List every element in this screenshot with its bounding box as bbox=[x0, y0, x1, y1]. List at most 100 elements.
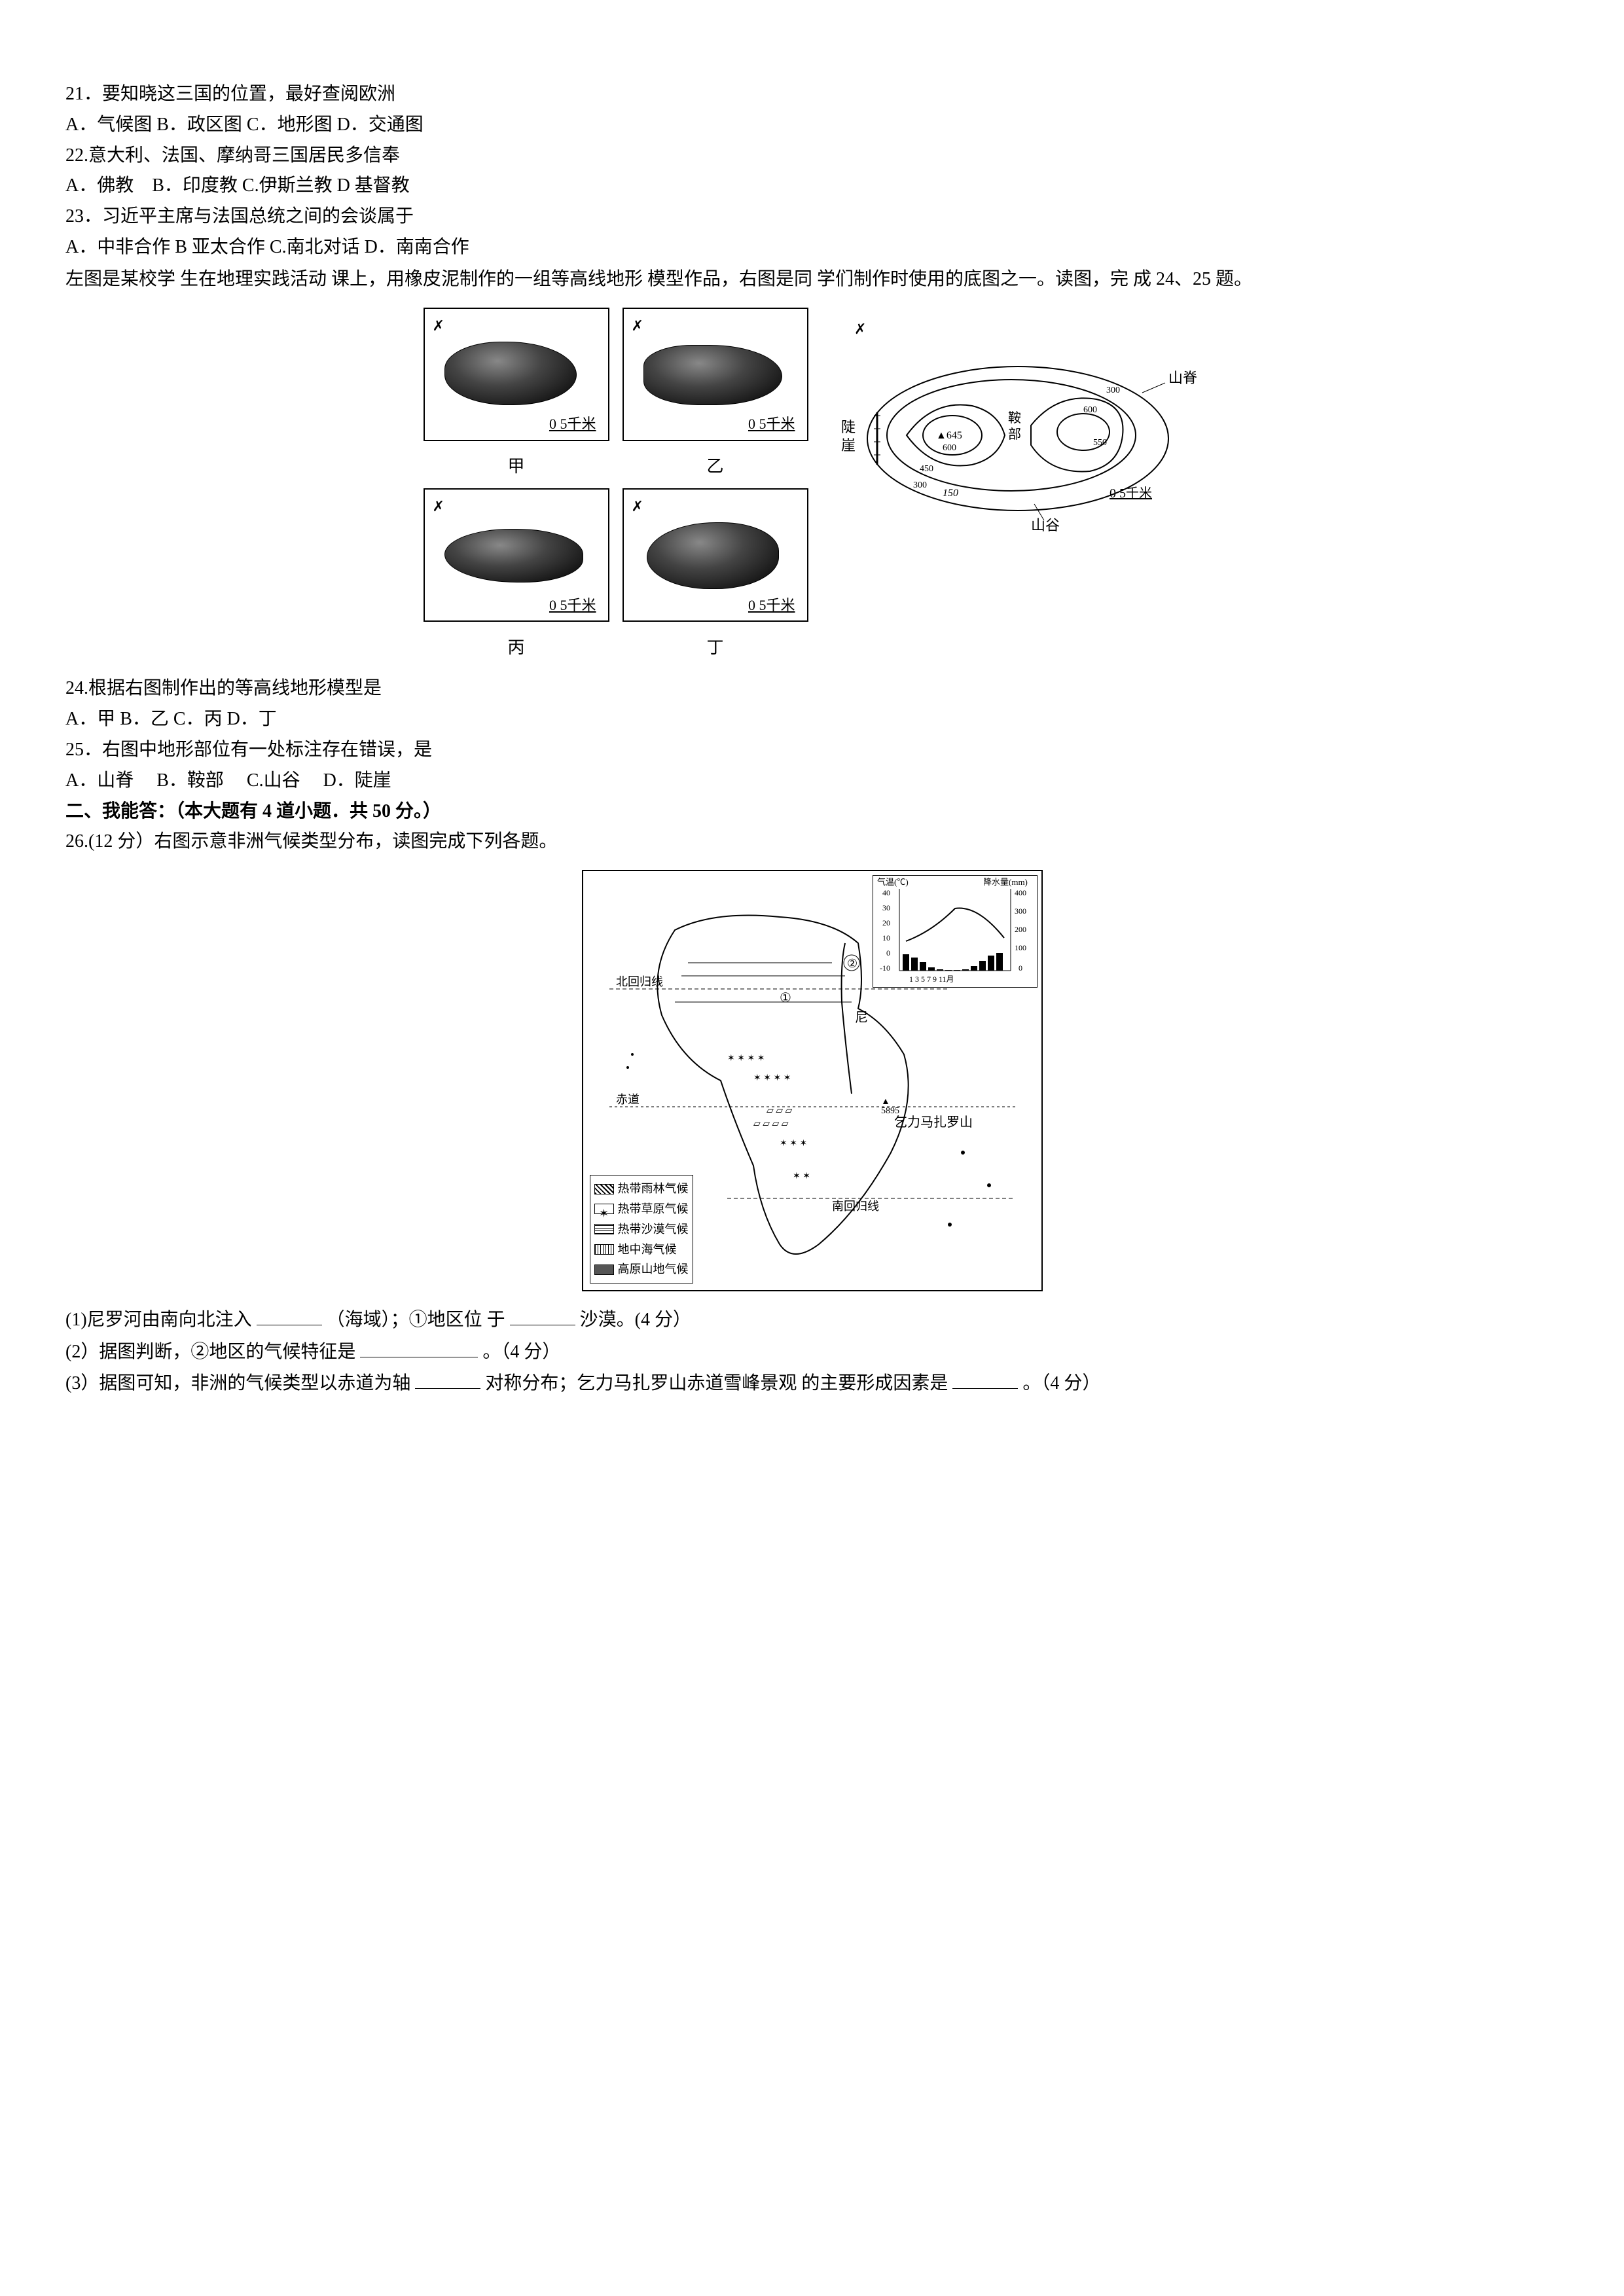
model-d-block: ✗ 0 5千米 丁 bbox=[623, 488, 808, 661]
q23-stem: 23．习近平主席与法国总统之间的会谈属于 bbox=[65, 202, 1559, 232]
svg-text:尼: 尼 bbox=[855, 1011, 868, 1025]
svg-text:▲645: ▲645 bbox=[936, 430, 962, 441]
q26-1-text-a: (1)尼罗河由南向北注入 bbox=[65, 1310, 257, 1330]
q24-options: A．甲 B．乙 C．丙 D．丁 bbox=[65, 705, 1559, 734]
svg-text:乞力马扎罗山: 乞力马扎罗山 bbox=[894, 1115, 973, 1130]
svg-text:200: 200 bbox=[1015, 925, 1026, 934]
q26-3-text-a: (3）据图可知，非洲的气候类型以赤道为轴 bbox=[65, 1373, 410, 1393]
svg-text:气温(℃): 气温(℃) bbox=[877, 877, 909, 887]
svg-text:山谷: 山谷 bbox=[1031, 517, 1060, 533]
model-a-block: ✗ 0 5千米 甲 bbox=[424, 308, 609, 480]
model-a: ✗ 0 5千米 bbox=[424, 308, 609, 441]
svg-text:陡: 陡 bbox=[841, 419, 856, 435]
svg-text:300: 300 bbox=[1106, 386, 1120, 395]
q26-2-text-b: 。（4 分） bbox=[482, 1342, 560, 1362]
svg-text:▲: ▲ bbox=[881, 1097, 890, 1107]
svg-text:30: 30 bbox=[882, 903, 890, 912]
scale-label: 0 5千米 bbox=[748, 412, 795, 435]
q24-stem: 24.根据右图制作出的等高线地形模型是 bbox=[65, 674, 1559, 704]
caption-a: 甲 bbox=[424, 453, 609, 480]
section-2-heading: 二、我能答：（本大题有 4 道小题．共 50 分。） bbox=[65, 797, 1559, 827]
model-d: ✗ 0 5千米 bbox=[623, 488, 808, 622]
svg-text:赤道: 赤道 bbox=[616, 1093, 640, 1106]
q26-3: (3）据图可知，非洲的气候类型以赤道为轴 对称分布；乞力马扎罗山赤道雪峰景观 的… bbox=[65, 1368, 1559, 1399]
q22-options: A．佛教 B．印度教 C.伊斯兰教 D 基督教 bbox=[65, 171, 1559, 201]
legend-highland: 高原山地气候 bbox=[618, 1260, 689, 1279]
svg-text:✶ ✶ ✶: ✶ ✶ ✶ bbox=[780, 1139, 807, 1149]
svg-text:▱ ▱ ▱ ▱: ▱ ▱ ▱ ▱ bbox=[753, 1119, 789, 1129]
caption-b: 乙 bbox=[623, 453, 808, 480]
svg-text:300: 300 bbox=[1015, 906, 1026, 916]
climate-chart: 气温(℃) 降水量(mm) 40 30 20 10 0 -10 400 300 … bbox=[873, 875, 1038, 988]
svg-text:部: 部 bbox=[1008, 427, 1021, 442]
legend-savanna: 热带草原气候 bbox=[618, 1200, 689, 1219]
q21-options: A．气候图 B．政区图 C．地形图 D．交通图 bbox=[65, 111, 1559, 140]
north-icon: ✗ bbox=[632, 495, 643, 518]
clay-models-grid: ✗ 0 5千米 甲 ✗ 0 5千米 乙 ✗ 0 bbox=[424, 308, 808, 662]
blank-sea[interactable] bbox=[257, 1304, 322, 1325]
svg-text:崖: 崖 bbox=[841, 437, 856, 454]
svg-text:✶ ✶ ✶ ✶: ✶ ✶ ✶ ✶ bbox=[753, 1073, 791, 1083]
q25-stem: 25．右图中地形部位有一处标注存在错误，是 bbox=[65, 736, 1559, 765]
svg-text:0: 0 bbox=[1019, 963, 1022, 973]
svg-text:山脊: 山脊 bbox=[1168, 370, 1197, 386]
svg-text:✶ ✶: ✶ ✶ bbox=[793, 1172, 810, 1181]
model-c: ✗ 0 5千米 bbox=[424, 488, 609, 622]
svg-text:南回归线: 南回归线 bbox=[832, 1200, 879, 1213]
svg-text:北回归线: 北回归线 bbox=[616, 975, 663, 988]
model-c-block: ✗ 0 5千米 丙 bbox=[424, 488, 609, 661]
q23-options: A．中非合作 B 亚太合作 C.南北对话 D．南南合作 bbox=[65, 233, 1559, 262]
svg-text:40: 40 bbox=[882, 888, 890, 897]
north-icon: ✗ bbox=[433, 495, 444, 518]
q21-stem: 21．要知晓这三国的位置，最好查阅欧洲 bbox=[65, 80, 1559, 109]
svg-text:✶ ✶ ✶ ✶: ✶ ✶ ✶ ✶ bbox=[727, 1054, 765, 1064]
svg-text:②: ② bbox=[847, 957, 857, 970]
svg-text:-10: -10 bbox=[880, 963, 890, 973]
q24-25-context: 左图是某校学 生在地理实践活动 课上，用橡皮泥制作的一组等高线地形 模型作品，右… bbox=[65, 265, 1559, 295]
q26-3-text-b: 对称分布；乞力马扎罗山赤道雪峰景观 的主要形成因素是 bbox=[485, 1373, 952, 1393]
svg-text:降水量(mm): 降水量(mm) bbox=[983, 877, 1028, 887]
q26-1-text-b: （海域）；①地区位 于 bbox=[327, 1310, 505, 1330]
q22-stem: 22.意大利、法国、摩纳哥三国居民多信奉 bbox=[65, 141, 1559, 171]
caption-d: 丁 bbox=[623, 634, 808, 662]
q26-1-text-c: 沙漠。(4 分） bbox=[580, 1310, 691, 1330]
q26-stem: 26.(12 分）右图示意非洲气候类型分布，读图完成下列各题。 bbox=[65, 827, 1559, 857]
scale-label: 0 5千米 bbox=[549, 594, 596, 617]
north-icon: ✗ bbox=[433, 314, 444, 337]
svg-text:550: 550 bbox=[1093, 438, 1107, 448]
north-icon: ✗ bbox=[632, 314, 643, 337]
svg-text:▱ ▱ ▱: ▱ ▱ ▱ bbox=[767, 1106, 793, 1116]
svg-text:600: 600 bbox=[1083, 405, 1097, 415]
blank-desert[interactable] bbox=[510, 1304, 575, 1325]
figure-row-24-25: ✗ 0 5千米 甲 ✗ 0 5千米 乙 ✗ 0 bbox=[65, 308, 1559, 662]
north-icon: ✗ bbox=[854, 321, 866, 337]
svg-text:20: 20 bbox=[882, 918, 890, 927]
model-b-block: ✗ 0 5千米 乙 bbox=[623, 308, 808, 480]
svg-text:0: 0 bbox=[886, 948, 890, 958]
contour-map: ✗ ▲645 600 450 150 300 300 600 550 鞍 部 陡… bbox=[835, 308, 1201, 543]
blank-climate-feature[interactable] bbox=[360, 1336, 478, 1357]
legend-desert: 热带沙漠气候 bbox=[618, 1220, 689, 1239]
blank-factor[interactable] bbox=[952, 1368, 1018, 1389]
legend-rainforest: 热带雨林气候 bbox=[618, 1179, 689, 1198]
svg-text:1 3 5 7 9 11月: 1 3 5 7 9 11月 bbox=[909, 975, 954, 984]
svg-text:5895: 5895 bbox=[881, 1106, 899, 1116]
climate-legend: 热带雨林气候 ✶热带草原气候 热带沙漠气候 地中海气候 高原山地气候 bbox=[590, 1175, 693, 1283]
caption-c: 丙 bbox=[424, 634, 609, 662]
africa-climate-map: 北回归线 赤道 南回归线 尼 ① ② 5895 ▲ 乞力马扎罗山 ✶ ✶ ✶ ✶… bbox=[582, 870, 1043, 1291]
svg-text:鞍: 鞍 bbox=[1008, 410, 1021, 425]
scale-label: 0 5千米 bbox=[549, 412, 596, 435]
svg-text:150: 150 bbox=[943, 488, 958, 499]
q26-3-text-c: 。（4 分） bbox=[1022, 1373, 1100, 1393]
svg-text:300: 300 bbox=[913, 480, 927, 490]
legend-mediterranean: 地中海气候 bbox=[618, 1240, 677, 1259]
model-b: ✗ 0 5千米 bbox=[623, 308, 808, 441]
q25-options: A．山脊 B．鞍部 C.山谷 D．陡崖 bbox=[65, 766, 1559, 796]
q26-2-text-a: (2）据图判断，②地区的气候特征是 bbox=[65, 1342, 355, 1362]
q26-1: (1)尼罗河由南向北注入 （海域）；①地区位 于 沙漠。(4 分） bbox=[65, 1304, 1559, 1335]
svg-text:400: 400 bbox=[1015, 888, 1026, 897]
svg-text:0 5千米: 0 5千米 bbox=[1110, 486, 1152, 501]
blank-symmetry[interactable] bbox=[415, 1368, 480, 1389]
svg-text:600: 600 bbox=[943, 443, 956, 453]
scale-label: 0 5千米 bbox=[748, 594, 795, 617]
